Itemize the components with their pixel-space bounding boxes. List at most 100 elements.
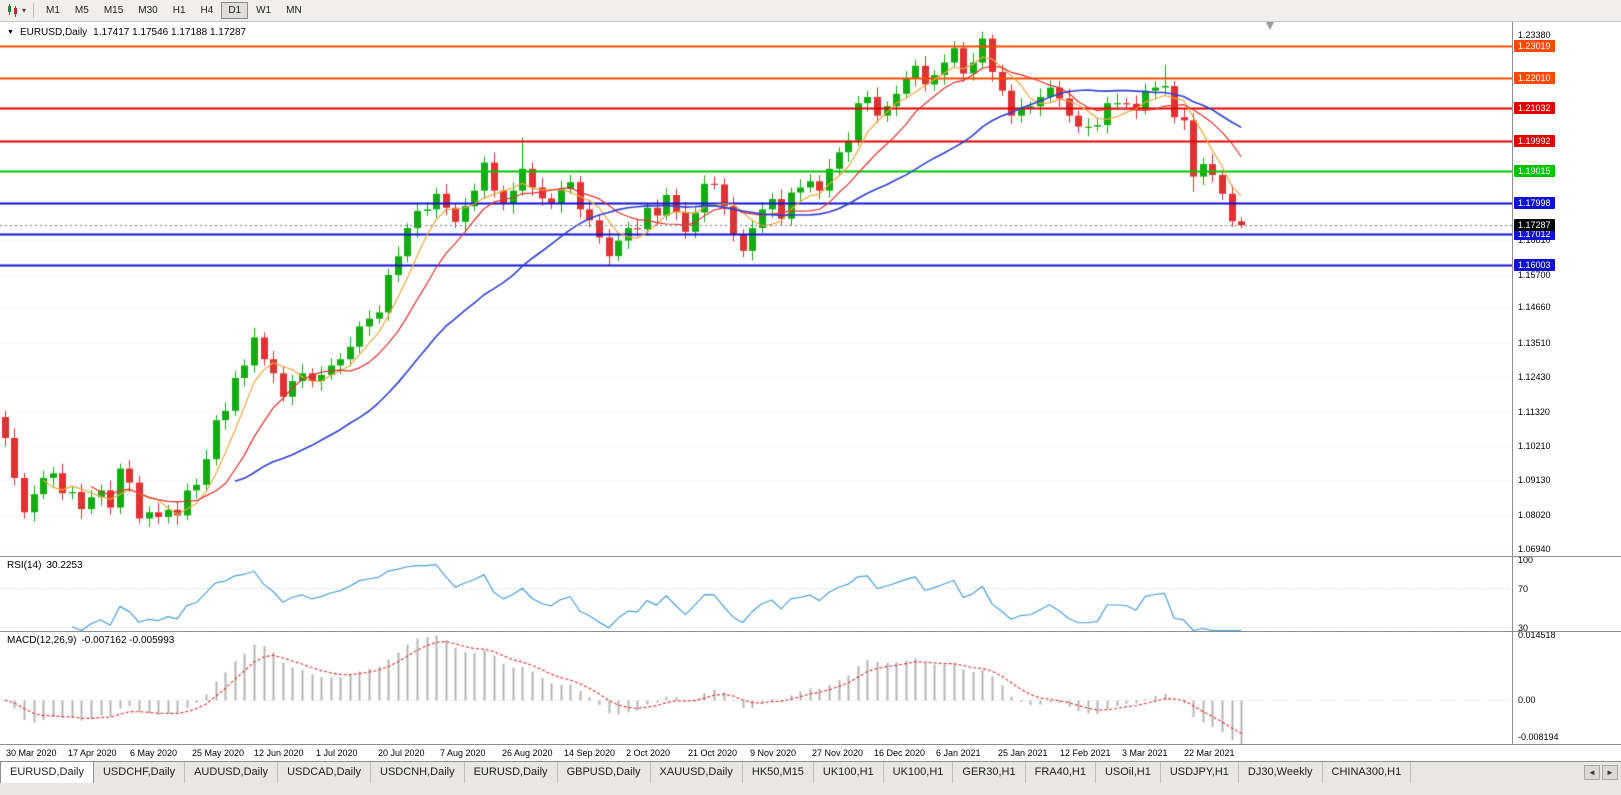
timeframe-button-m15[interactable]: M15 <box>103 5 124 16</box>
rsi-scale-label: 100 <box>1518 554 1534 565</box>
chart-type-icon[interactable] <box>4 3 22 19</box>
price-scale-label: 1.12430 <box>1518 372 1551 383</box>
rsi-indicator-canvas[interactable] <box>0 557 1512 631</box>
timeframe-button-m1[interactable]: M1 <box>46 5 60 16</box>
price-scale[interactable]: 1.23380 1.16810 1.15700 1.14660 1.13510 1.124… <box>1513 22 1621 745</box>
price-scale-label: 1.08020 <box>1518 509 1551 520</box>
chart-tab-china300-h1[interactable]: CHINA300,H1 <box>1322 762 1412 783</box>
chart-tab-eurusd-daily[interactable]: EURUSD,Daily <box>464 762 558 783</box>
pane-resize-handle-rsi[interactable] <box>0 556 1621 557</box>
chart-tab-usdjpy-h1[interactable]: USDJPY,H1 <box>1160 762 1239 783</box>
tabs-scroll-right-button[interactable]: ► <box>1602 765 1618 780</box>
chart-tab-audusd-daily[interactable]: AUDUSD,Daily <box>185 762 279 783</box>
chart-bottom-divider <box>0 744 1621 745</box>
chart-tab-xauusd-daily[interactable]: XAUUSD,Daily <box>650 762 743 783</box>
price-chart-canvas[interactable] <box>0 22 1512 556</box>
chart-ohlc-values: 1.17417 1.17546 1.17188 1.17287 <box>93 27 247 38</box>
timeframe-button-m30[interactable]: M30 <box>138 5 158 16</box>
date-label: 7 Aug 2020 <box>440 748 486 758</box>
timeframe-buttons: M1 M5 M15 M30 H1 H4 D1 W1 MN <box>39 2 309 19</box>
macd-scale-label: 0.014518 <box>1518 630 1556 641</box>
chart-tab-usdcnh-daily[interactable]: USDCNH,Daily <box>371 762 465 783</box>
date-label: 9 Nov 2020 <box>750 748 797 758</box>
chart-tab-ger30-h1[interactable]: GER30,H1 <box>953 762 1026 783</box>
current-price-badge: 1.17287 <box>1514 219 1555 232</box>
chart-tab-fra40-h1[interactable]: FRA40,H1 <box>1025 762 1096 783</box>
price-scale-divider <box>1512 22 1513 745</box>
rsi-scale-label: 70 <box>1518 583 1529 594</box>
timeframe-button-d1[interactable]: D1 <box>221 2 249 19</box>
date-label: 3 Mar 2021 <box>1122 748 1168 758</box>
timeframe-button-h4[interactable]: H4 <box>200 5 214 16</box>
chart-symbol-period: EURUSD,Daily <box>19 27 88 38</box>
hline-price-badge: 1.23019 <box>1514 40 1555 53</box>
date-label: 17 Apr 2020 <box>68 748 117 758</box>
price-scale-label: 1.09130 <box>1518 475 1551 486</box>
chart-tabs: EURUSD,Daily USDCHF,Daily AUDUSD,Daily USDC… <box>0 762 1581 783</box>
rsi-label: RSI(14) 30.2253 <box>7 560 83 571</box>
timeframe-button-w1[interactable]: W1 <box>256 5 272 16</box>
date-axis[interactable]: 30 Mar 2020 17 Apr 2020 6 May 2020 25 May 2… <box>0 745 1512 761</box>
date-label: 21 Oct 2020 <box>688 748 738 758</box>
macd-name: MACD(12,26,9) <box>7 635 77 646</box>
hline-price-badge: 1.17998 <box>1514 197 1555 210</box>
price-scale-label: 1.13510 <box>1518 338 1551 349</box>
chart-tab-usdcad-daily[interactable]: USDCAD,Daily <box>278 762 372 783</box>
date-label: 26 Aug 2020 <box>502 748 553 758</box>
chart-tab-uk100-h1[interactable]: UK100,H1 <box>813 762 884 783</box>
rsi-value: 30.2253 <box>46 560 83 571</box>
hline-price-badge: 1.16003 <box>1514 259 1555 272</box>
price-scale-label: 1.06940 <box>1518 543 1551 554</box>
timeframe-button-m5[interactable]: M5 <box>74 5 89 16</box>
chart-tab-usdchf-daily[interactable]: USDCHF,Daily <box>93 762 186 783</box>
indicator-expand-icon[interactable]: ▼ <box>7 29 14 36</box>
tab-bar: EURUSD,Daily USDCHF,Daily AUDUSD,Daily USDC… <box>0 761 1621 795</box>
chart-tab-hk50-m15[interactable]: HK50,M15 <box>742 762 814 783</box>
hline-price-badge: 1.21032 <box>1514 102 1555 115</box>
tab-scroll-arrows: ◄ ► <box>1584 765 1618 780</box>
chart-tab-gbpusd-daily[interactable]: GBPUSD,Daily <box>557 762 651 783</box>
date-label: 30 Mar 2020 <box>6 748 57 758</box>
date-label: 25 Jan 2021 <box>998 748 1048 758</box>
candlestick-icon-glyph <box>8 4 17 17</box>
pane-resize-handle-macd[interactable] <box>0 631 1621 632</box>
date-label: 1 Jul 2020 <box>316 748 358 758</box>
date-label: 22 Mar 2021 <box>1184 748 1235 758</box>
rsi-name: RSI(14) <box>7 560 42 571</box>
macd-scale-label: 0.00 <box>1518 695 1536 706</box>
chart-tab-uk100-h1[interactable]: UK100,H1 <box>883 762 954 783</box>
date-label: 6 Jan 2021 <box>936 748 981 758</box>
macd-scale-label: -0.008194 <box>1518 731 1559 742</box>
date-label: 2 Oct 2020 <box>626 748 671 758</box>
date-label: 20 Jul 2020 <box>378 748 425 758</box>
price-scale-label: 1.15700 <box>1518 269 1551 280</box>
chart-tab-dj30-weekly[interactable]: DJ30,Weekly <box>1238 762 1323 783</box>
hline-price-badge: 1.19015 <box>1514 165 1555 178</box>
date-label: 12 Jun 2020 <box>254 748 304 758</box>
macd-value: -0.007162 -0.005993 <box>81 635 175 646</box>
hline-price-badge: 1.22010 <box>1514 71 1555 84</box>
toolbar-separator <box>33 3 35 18</box>
chart-title: ▼ EURUSD,Daily 1.17417 1.17546 1.17188 1… <box>7 27 246 38</box>
chart-type-dropdown-caret-icon[interactable]: ▾ <box>22 6 27 15</box>
macd-indicator-canvas[interactable] <box>0 632 1512 744</box>
date-label: 16 Dec 2020 <box>874 748 926 758</box>
timeframe-button-h1[interactable]: H1 <box>172 5 186 16</box>
hline-price-badge: 1.19992 <box>1514 134 1555 147</box>
date-label: 14 Sep 2020 <box>564 748 616 758</box>
price-scale-label: 1.11320 <box>1518 406 1550 417</box>
date-label: 6 May 2020 <box>130 748 178 758</box>
price-scale-label: 1.10210 <box>1518 441 1551 452</box>
tabs-scroll-left-button[interactable]: ◄ <box>1584 765 1600 780</box>
macd-label: MACD(12,26,9) -0.007162 -0.005993 <box>7 635 174 646</box>
chart-tab-usoil-h1[interactable]: USOil,H1 <box>1095 762 1161 783</box>
price-scale-label: 1.23380 <box>1518 30 1551 41</box>
date-label: 25 May 2020 <box>192 748 245 758</box>
timeframe-button-mn[interactable]: MN <box>286 5 302 16</box>
toolbar: ▾ M1 M5 M15 M30 H1 H4 D1 W1 MN <box>0 0 1621 22</box>
chart-tab-eurusd-daily[interactable]: EURUSD,Daily <box>0 762 94 783</box>
price-scale-label: 1.16810 <box>1518 235 1551 246</box>
date-label: 27 Nov 2020 <box>812 748 864 758</box>
date-label: 12 Feb 2021 <box>1060 748 1111 758</box>
price-scale-label: 1.14660 <box>1518 302 1551 313</box>
